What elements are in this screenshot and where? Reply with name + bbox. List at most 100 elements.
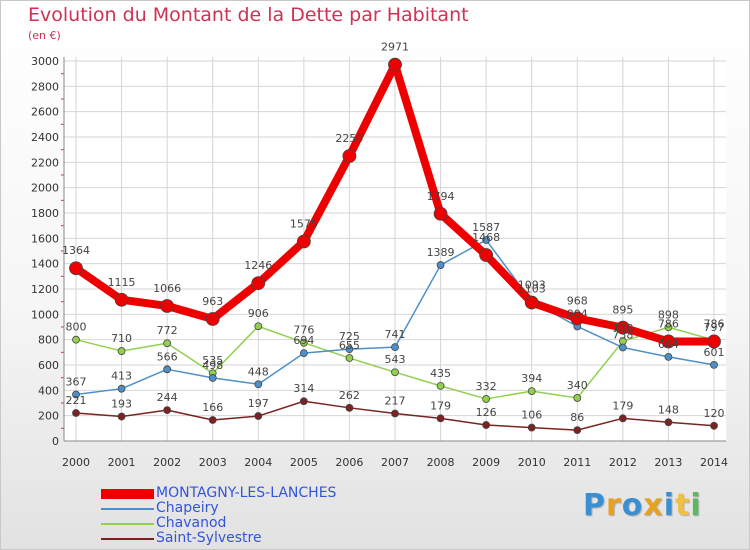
data-label: 332 <box>476 380 497 393</box>
x-tick-label: 2009 <box>472 456 500 469</box>
data-label: 741 <box>385 328 406 341</box>
y-tick-label: 2400 <box>31 131 59 144</box>
data-label: 148 <box>658 403 679 416</box>
data-point <box>72 335 80 344</box>
x-tick-label: 2002 <box>153 456 181 469</box>
data-label: 710 <box>111 332 132 345</box>
axis-layer: 0 200 400 600 800 1000 1200 1400 1600 1800 2000 220… <box>31 55 728 469</box>
data-label: 1364 <box>62 244 90 257</box>
data-label: 435 <box>430 367 451 380</box>
data-point <box>436 261 445 269</box>
data-point <box>615 320 630 335</box>
y-tick-label: 400 <box>38 384 59 397</box>
data-point <box>163 339 172 348</box>
data-point <box>117 384 126 393</box>
data-label: 193 <box>111 398 132 411</box>
legend-swatch <box>101 508 154 510</box>
data-label: 535 <box>202 354 223 367</box>
x-tick-label: 2004 <box>244 456 272 469</box>
x-tick-label: 2012 <box>609 456 637 469</box>
y-tick-label: 1000 <box>31 308 59 321</box>
data-point <box>479 248 494 262</box>
chart-title: Evolution du Montant de la Dette par Hab… <box>28 4 469 26</box>
data-label: 1103 <box>518 282 546 295</box>
data-point <box>117 347 126 355</box>
data-label: 694 <box>293 334 314 347</box>
data-label: 601 <box>704 346 725 359</box>
data-point <box>527 423 536 432</box>
x-tick-label: 2006 <box>335 456 363 469</box>
data-label: 788 <box>612 322 633 335</box>
data-point <box>388 57 402 72</box>
data-point <box>527 387 536 395</box>
data-label: 1093 <box>518 279 546 292</box>
data-label: 786 <box>704 317 725 330</box>
data-label: 126 <box>476 406 497 419</box>
data-label: 166 <box>202 401 223 414</box>
data-label: 543 <box>385 353 406 366</box>
data-label: 262 <box>339 389 360 402</box>
data-label: 367 <box>66 376 87 389</box>
data-point <box>254 322 263 331</box>
chart-subtitle: (en €) <box>28 29 61 42</box>
data-point <box>254 412 263 420</box>
data-label: 776 <box>293 324 314 337</box>
legend-label: MONTAGNY-LES-LANCHES <box>156 485 337 501</box>
y-tick-label: 3000 <box>31 55 59 68</box>
data-label: 498 <box>202 359 223 372</box>
legend-label: Chapeiry <box>156 500 219 516</box>
logo-letter: i <box>663 488 676 523</box>
logo-letter: x <box>643 488 664 523</box>
data-label: 800 <box>66 321 87 334</box>
data-point <box>570 311 585 326</box>
data-label: 244 <box>157 391 178 404</box>
grid-layer <box>64 57 726 442</box>
data-label: 895 <box>612 304 633 317</box>
data-point <box>251 276 266 291</box>
data-label: 448 <box>248 365 269 378</box>
logo-letter: P <box>583 488 606 523</box>
data-label: 179 <box>430 399 451 412</box>
x-tick-label: 2001 <box>108 456 136 469</box>
data-point <box>72 409 80 417</box>
data-label: 394 <box>521 372 542 385</box>
x-tick-label: 2008 <box>427 456 455 469</box>
y-tick-label: 2000 <box>31 182 59 195</box>
data-label: 963 <box>202 295 223 308</box>
data-label: 772 <box>157 324 178 337</box>
data-label: 179 <box>612 399 633 412</box>
data-label: 904 <box>567 307 588 320</box>
data-point <box>664 418 673 427</box>
data-label: 898 <box>658 308 679 321</box>
legend-label: Saint-Sylvestre <box>156 530 262 546</box>
data-point <box>163 406 172 414</box>
data-point <box>208 374 217 382</box>
y-tick-label: 1400 <box>31 258 59 271</box>
data-label: 1468 <box>472 231 500 244</box>
data-label: 1389 <box>427 246 455 259</box>
data-label: 738 <box>612 329 633 342</box>
data-point <box>69 261 83 276</box>
legend-swatch <box>101 538 154 540</box>
data-label: 314 <box>293 382 314 395</box>
data-point <box>482 395 491 403</box>
y-tick-label: 600 <box>38 359 59 372</box>
data-label: 413 <box>111 370 132 383</box>
data-label: 566 <box>157 350 178 363</box>
data-label: 1575 <box>290 218 318 231</box>
data-point <box>524 295 539 310</box>
data-point <box>254 380 263 389</box>
data-label: 968 <box>567 294 588 307</box>
logo-letter: t <box>675 488 691 523</box>
x-tick-label: 2007 <box>381 456 409 469</box>
data-point <box>433 206 448 221</box>
x-tick-label: 2010 <box>518 456 546 469</box>
data-label: 655 <box>339 339 360 352</box>
data-label: 906 <box>248 307 269 320</box>
legend-swatch <box>101 489 154 499</box>
data-point <box>345 354 354 362</box>
y-tick-label: 1600 <box>31 232 59 245</box>
data-label: 197 <box>248 397 269 410</box>
